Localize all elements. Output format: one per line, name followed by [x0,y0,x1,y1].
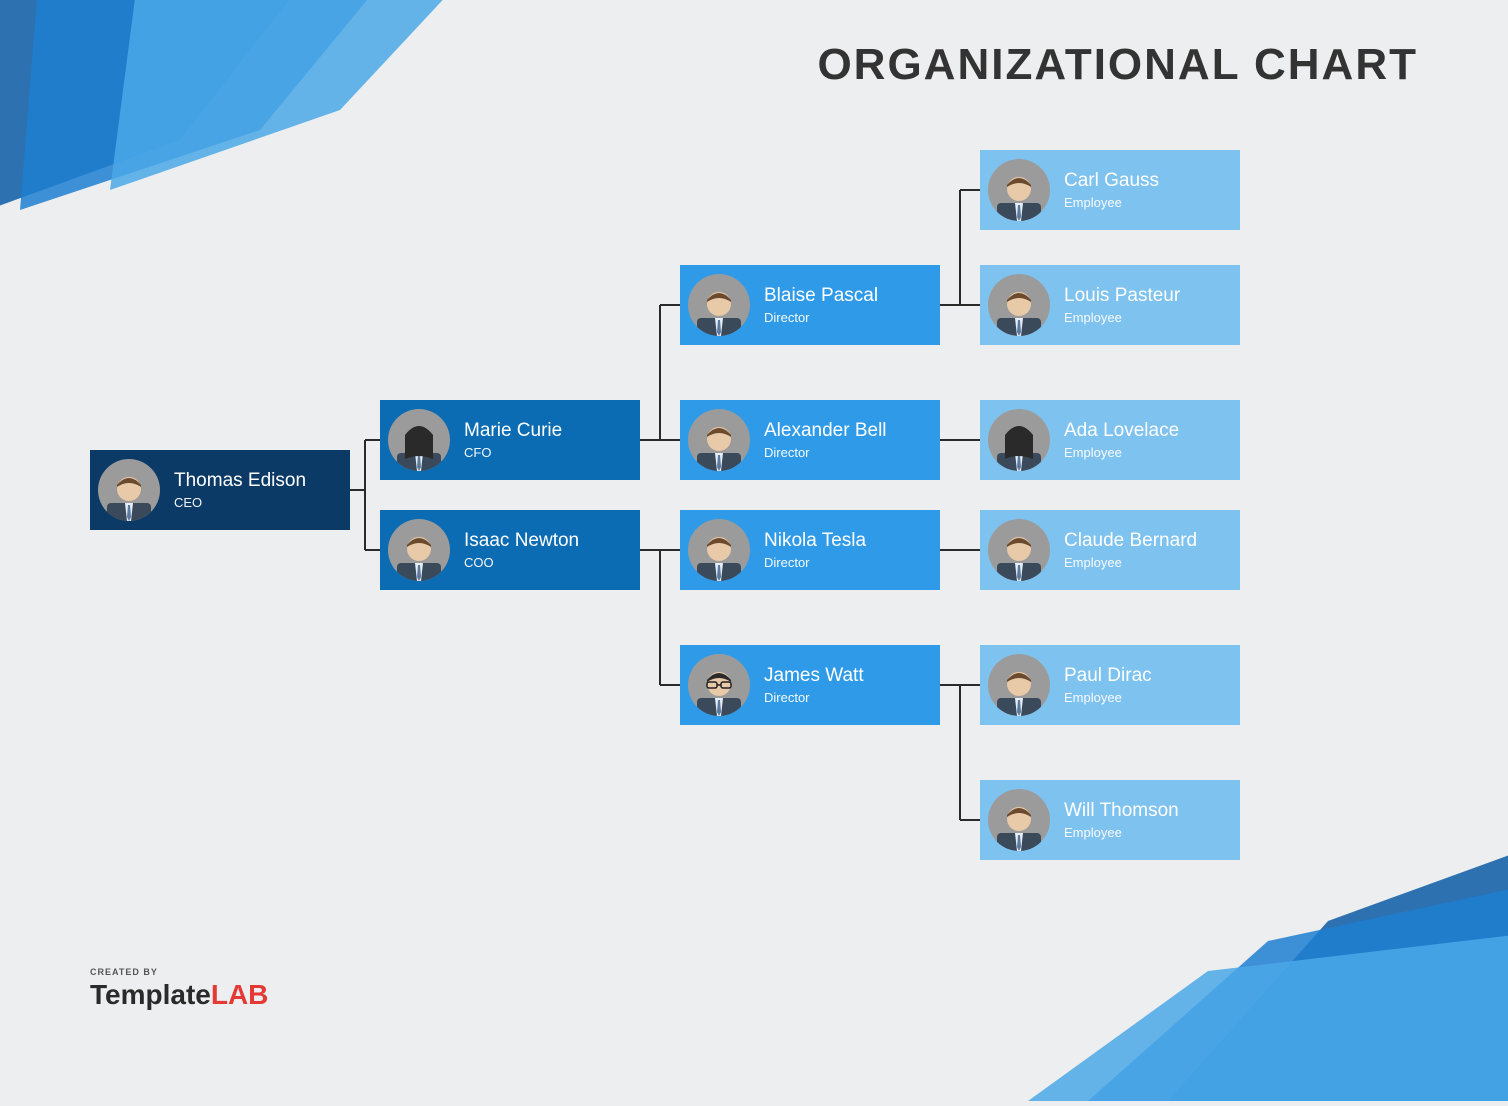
card-name: Paul Dirac [1064,665,1152,688]
card-name: Marie Curie [464,420,562,443]
card-name: Ada Lovelace [1064,420,1179,443]
avatar-icon [388,409,450,471]
org-card-e4: Claude Bernard Employee [980,510,1240,590]
card-text: Paul Dirac Employee [1064,665,1152,705]
card-name: Alexander Bell [764,420,887,443]
card-role: Employee [1064,825,1179,840]
avatar-icon [98,459,160,521]
card-text: Carl Gauss Employee [1064,170,1159,210]
avatar-icon [388,519,450,581]
card-role: CFO [464,445,562,460]
card-role: Employee [1064,555,1197,570]
avatar-icon [988,159,1050,221]
avatar-icon [988,654,1050,716]
card-role: COO [464,555,579,570]
footer-brand-suffix: LAB [211,979,269,1010]
card-name: Isaac Newton [464,530,579,553]
org-card-d1: Blaise Pascal Director [680,265,940,345]
card-name: Louis Pasteur [1064,285,1180,308]
org-card-e2: Louis Pasteur Employee [980,265,1240,345]
card-role: Employee [1064,445,1179,460]
card-text: Thomas Edison CEO [174,470,306,510]
avatar-icon [988,519,1050,581]
org-card-ceo: Thomas Edison CEO [90,450,350,530]
org-card-coo: Isaac Newton COO [380,510,640,590]
card-role: CEO [174,495,306,510]
card-text: Blaise Pascal Director [764,285,878,325]
org-card-e5: Paul Dirac Employee [980,645,1240,725]
card-role: Employee [1064,195,1159,210]
card-name: Nikola Tesla [764,530,866,553]
avatar-icon [688,274,750,336]
card-role: Director [764,690,864,705]
org-card-e1: Carl Gauss Employee [980,150,1240,230]
card-name: Blaise Pascal [764,285,878,308]
card-text: Louis Pasteur Employee [1064,285,1180,325]
card-role: Employee [1064,310,1180,325]
footer-created-label: CREATED BY [90,967,268,977]
card-role: Employee [1064,690,1152,705]
card-text: Isaac Newton COO [464,530,579,570]
avatar-icon [988,274,1050,336]
card-name: James Watt [764,665,864,688]
avatar-icon [688,654,750,716]
avatar-icon [688,519,750,581]
card-role: Director [764,555,866,570]
card-name: Claude Bernard [1064,530,1197,553]
card-text: Nikola Tesla Director [764,530,866,570]
card-text: Claude Bernard Employee [1064,530,1197,570]
footer-brand: CREATED BY TemplateLAB [90,967,268,1011]
card-text: Ada Lovelace Employee [1064,420,1179,460]
avatar-icon [688,409,750,471]
card-role: Director [764,445,887,460]
org-card-e3: Ada Lovelace Employee [980,400,1240,480]
card-text: Alexander Bell Director [764,420,887,460]
card-name: Carl Gauss [1064,170,1159,193]
avatar-icon [988,409,1050,471]
org-card-d3: Nikola Tesla Director [680,510,940,590]
org-card-d2: Alexander Bell Director [680,400,940,480]
footer-brand-prefix: Template [90,979,211,1010]
card-name: Will Thomson [1064,800,1179,823]
card-name: Thomas Edison [174,470,306,493]
avatar-icon [988,789,1050,851]
org-card-e6: Will Thomson Employee [980,780,1240,860]
card-role: Director [764,310,878,325]
card-text: James Watt Director [764,665,864,705]
card-text: Marie Curie CFO [464,420,562,460]
org-chart: Thomas Edison CEO Marie Curie CFO Isaac Newt… [0,0,1508,1066]
org-card-d4: James Watt Director [680,645,940,725]
org-card-cfo: Marie Curie CFO [380,400,640,480]
card-text: Will Thomson Employee [1064,800,1179,840]
